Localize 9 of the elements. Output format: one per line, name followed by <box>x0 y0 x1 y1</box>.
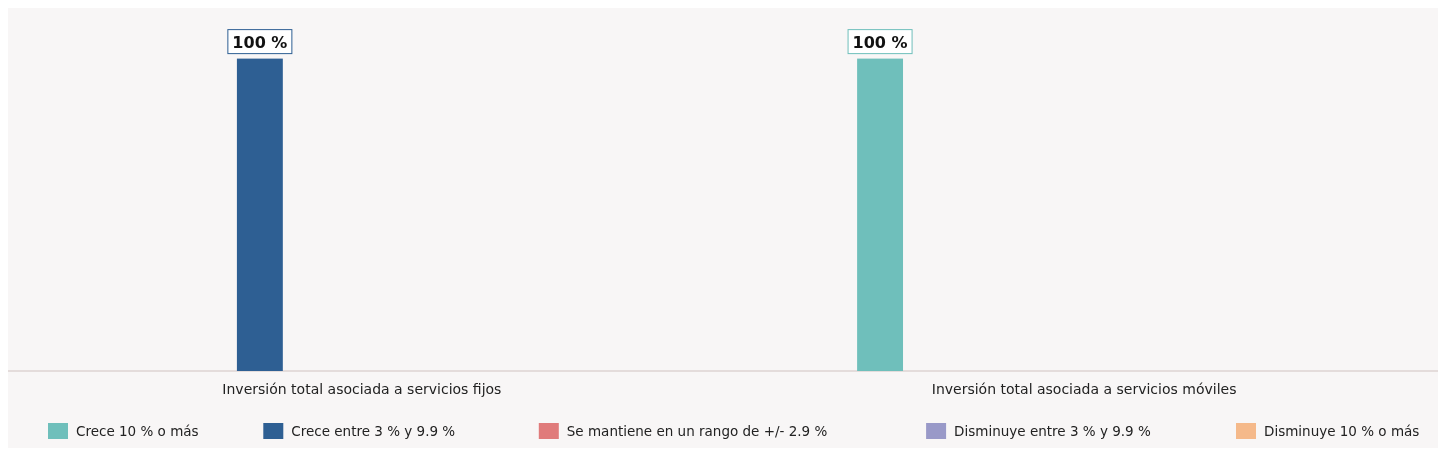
x-tick-label: Inversión total asociada a servicios fijos <box>222 381 502 397</box>
x-tick-label: Inversión total asociada a servicios móviles <box>931 381 1237 397</box>
legend-label: Crece entre 3 % y 9.9 % <box>291 423 456 439</box>
data-label: 100 % <box>232 32 288 52</box>
legend-label: Disminuye 10 % o más <box>1264 423 1420 439</box>
legend-label: Disminuye entre 3 % y 9.9 % <box>954 423 1151 439</box>
legend-label: Se mantiene en un rango de +/- 2.9 % <box>566 423 828 439</box>
data-label: 100 % <box>852 32 908 52</box>
legend-label: Crece 10 % o más <box>76 423 199 439</box>
